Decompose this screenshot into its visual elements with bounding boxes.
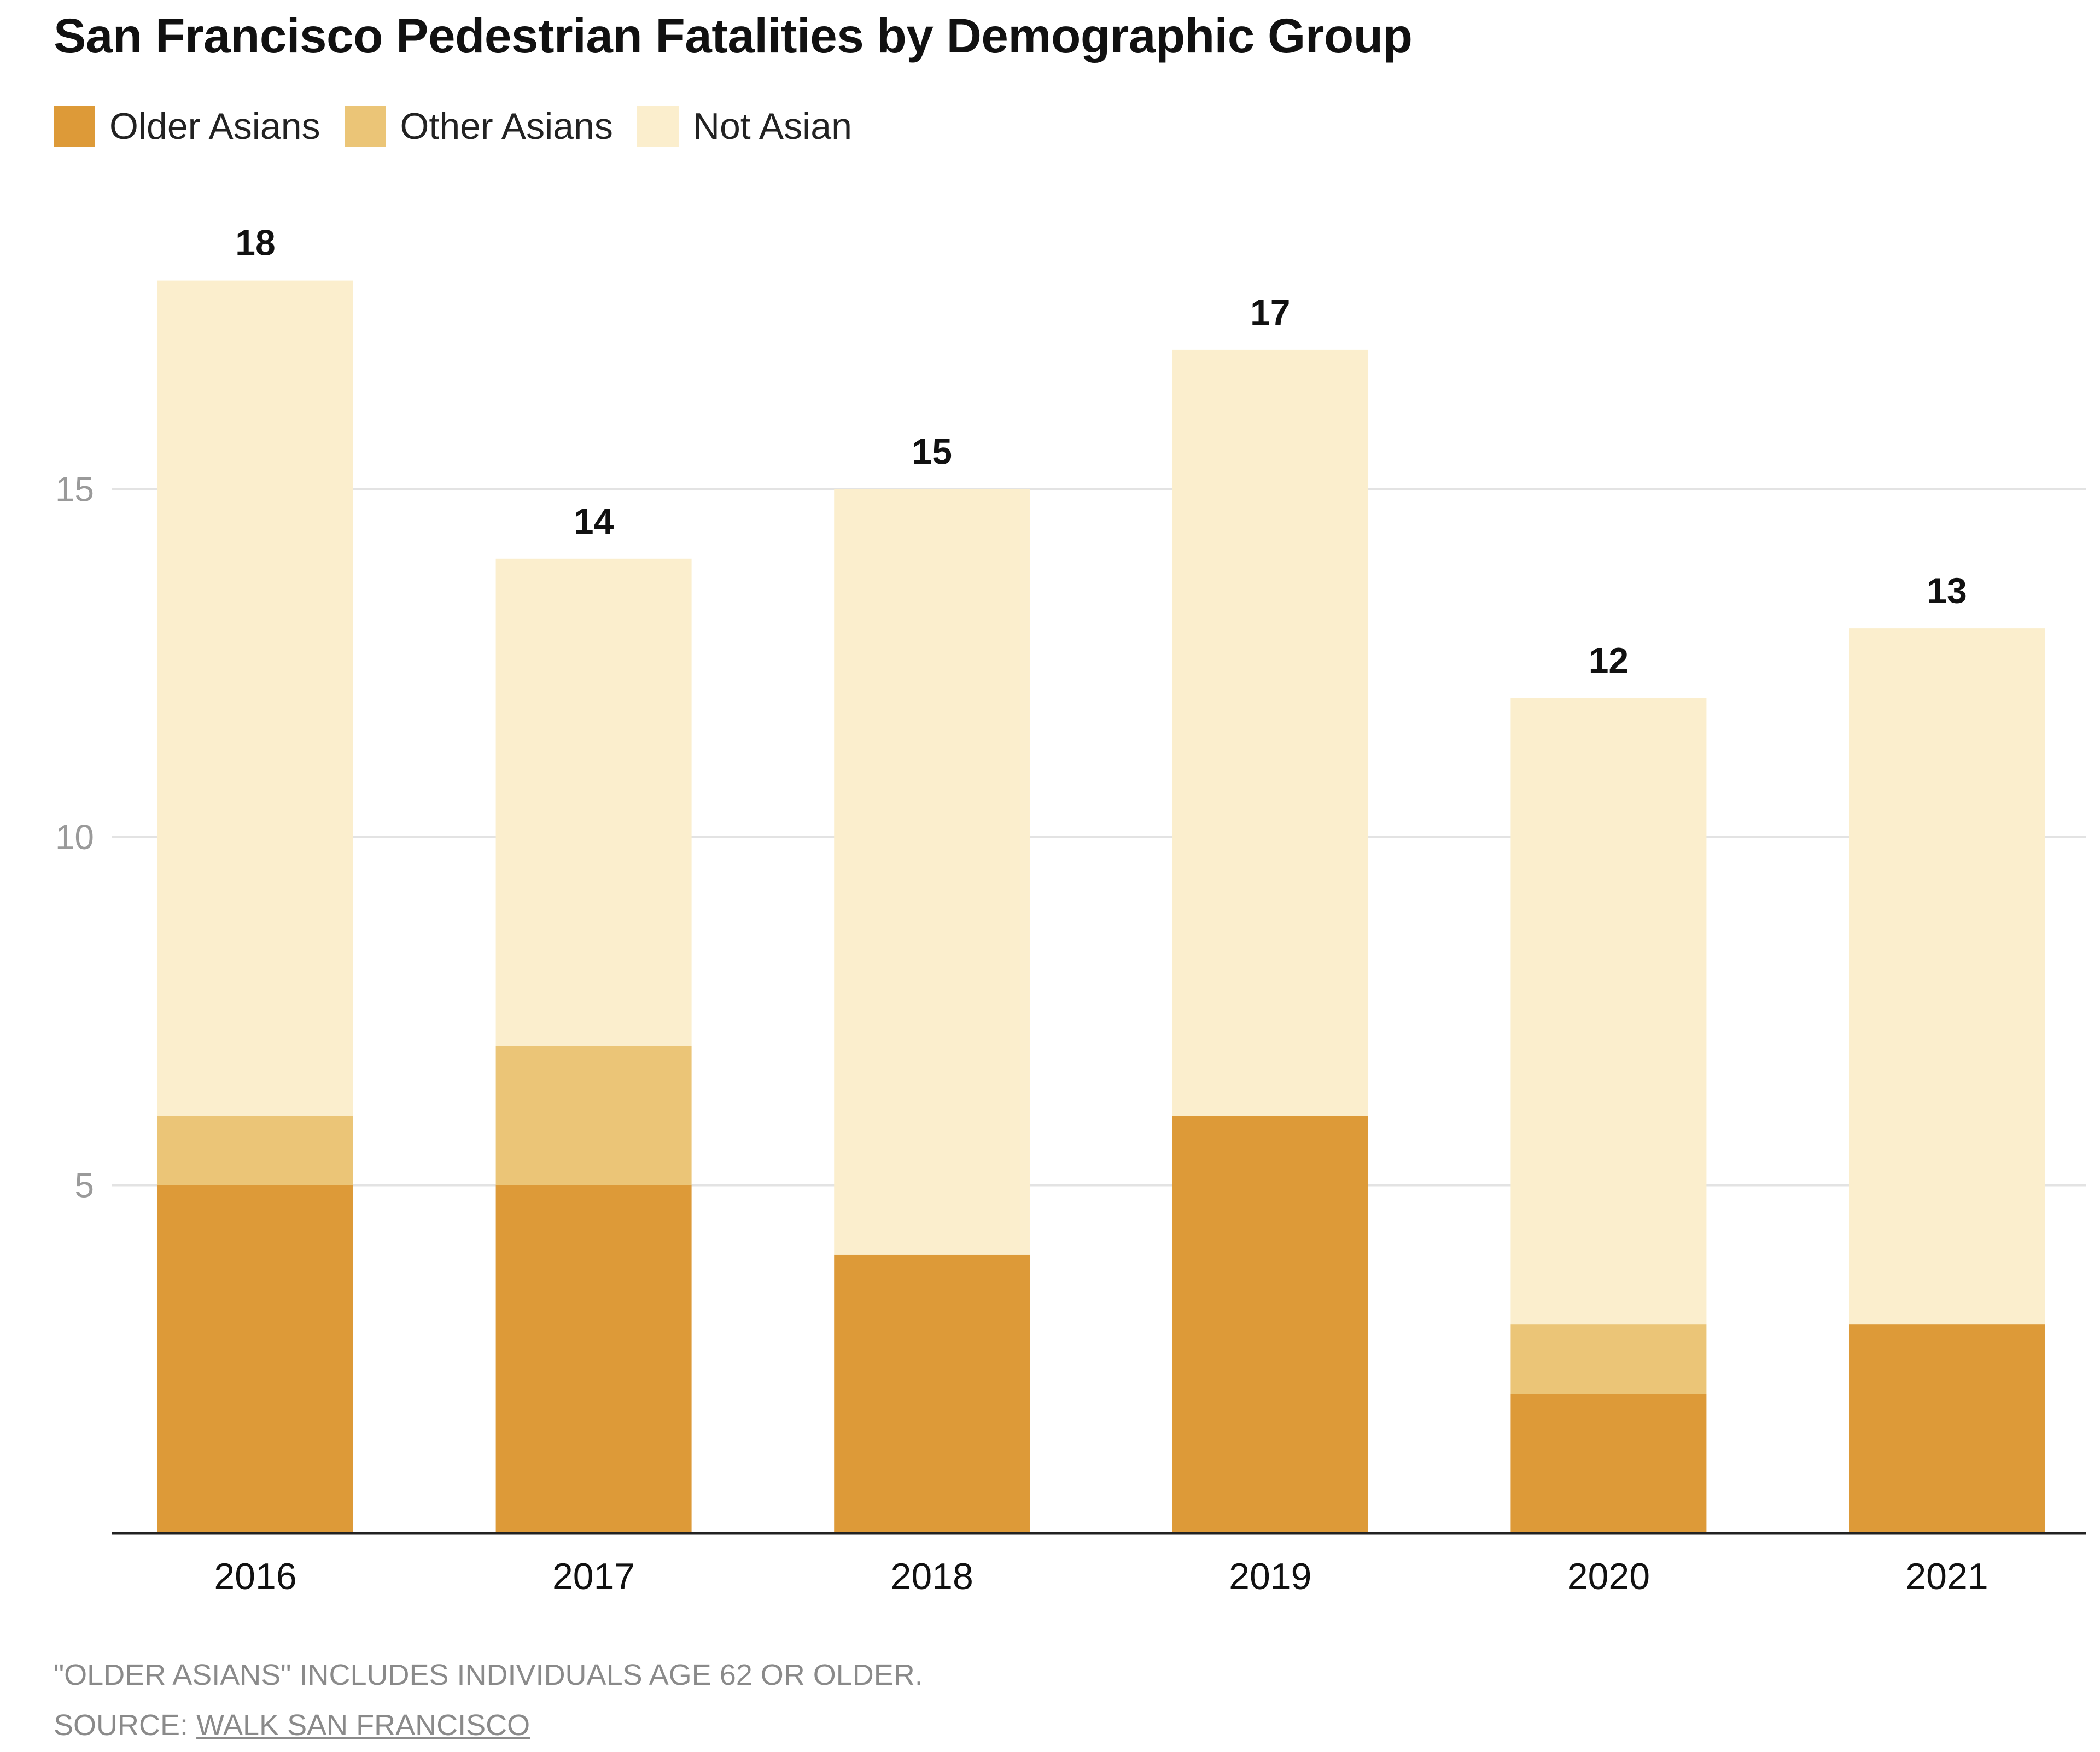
legend-label-not-asian: Not Asian <box>692 106 852 147</box>
bar-2020-older-asians <box>1510 1394 1707 1533</box>
source-line: SOURCE: WALK SAN FRANCISCO <box>54 1708 530 1742</box>
bar-2019-older-asians <box>1172 1116 1368 1533</box>
legend-swatch-other-asians <box>344 106 386 147</box>
footnote: "OLDER ASIANS" INCLUDES INDIVIDUALS AGE … <box>54 1658 923 1691</box>
legend-swatch-not-asian <box>637 106 679 147</box>
legend-swatch-older-asians <box>54 106 95 147</box>
bar-2017-not-asian <box>495 558 692 1046</box>
bar-2018-older-asians <box>834 1254 1030 1533</box>
legend-item-other-asians: Other Asians <box>344 105 613 148</box>
y-tick-label-10: 10 <box>55 817 94 857</box>
bar-total-label-2016: 18 <box>235 223 275 263</box>
bar-2020-not-asian <box>1510 698 1707 1325</box>
chart-title: San Francisco Pedestrian Fatalities by D… <box>54 8 1413 63</box>
bar-2016-other-asians <box>158 1116 353 1185</box>
source-prefix: SOURCE: <box>54 1709 197 1742</box>
source-link[interactable]: WALK SAN FRANCISCO <box>196 1709 530 1742</box>
bar-2017-older-asians <box>495 1185 692 1533</box>
bar-2019-not-asian <box>1172 349 1368 1116</box>
bar-2021-not-asian <box>1849 628 2045 1325</box>
bar-2018-not-asian <box>834 489 1030 1255</box>
x-tick-label-2016: 2016 <box>214 1556 296 1597</box>
bar-2016-older-asians <box>158 1185 353 1533</box>
bar-2020-other-asians <box>1510 1324 1707 1394</box>
bar-total-label-2018: 15 <box>912 431 952 472</box>
y-tick-label-15: 15 <box>55 470 94 509</box>
legend-label-older-asians: Older Asians <box>109 106 320 147</box>
bar-total-label-2021: 13 <box>1927 570 1967 611</box>
bar-2021-older-asians <box>1849 1324 2045 1533</box>
y-tick-label-5: 5 <box>74 1166 94 1205</box>
legend-item-not-asian: Not Asian <box>637 105 852 148</box>
bar-2016-not-asian <box>158 280 353 1116</box>
legend: Older Asians Other Asians Not Asian <box>54 105 876 148</box>
bar-2017-other-asians <box>495 1046 692 1185</box>
x-tick-label-2020: 2020 <box>1567 1556 1650 1597</box>
bar-total-label-2020: 12 <box>1589 640 1629 680</box>
x-tick-label-2021: 2021 <box>1905 1556 1988 1597</box>
bar-total-label-2019: 17 <box>1250 292 1290 332</box>
legend-label-other-asians: Other Asians <box>400 106 613 147</box>
legend-item-older-asians: Older Asians <box>54 105 320 148</box>
bar-total-label-2017: 14 <box>574 501 614 541</box>
x-tick-label-2019: 2019 <box>1229 1556 1311 1597</box>
x-tick-label-2017: 2017 <box>552 1556 635 1597</box>
x-tick-label-2018: 2018 <box>891 1556 973 1597</box>
stacked-bar-chart: 5 10 15 18 2016 14 2017 15 2018 17 2019 12 2020 13 202… <box>55 223 2086 1597</box>
